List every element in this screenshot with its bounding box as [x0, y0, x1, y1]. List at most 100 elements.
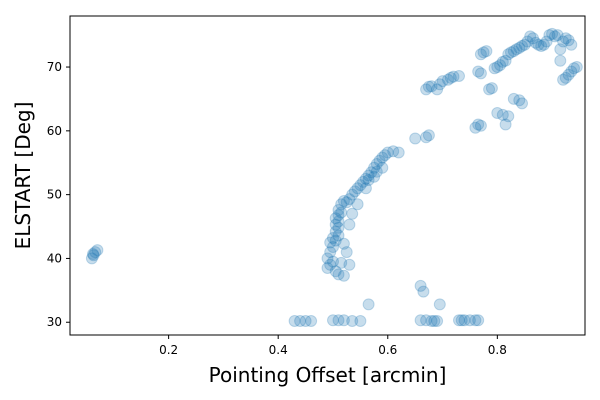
data-point [472, 65, 485, 78]
data-point [420, 83, 433, 96]
data-point [348, 185, 361, 198]
data-point [343, 218, 356, 231]
data-point [376, 151, 389, 164]
data-point [354, 179, 367, 192]
plot-frame [69, 15, 586, 336]
data-point [463, 314, 476, 327]
data-point [332, 314, 345, 327]
data-point [327, 314, 339, 327]
data-point [351, 198, 364, 211]
x-tick-label: 0.4 [269, 343, 288, 357]
data-point [337, 195, 350, 207]
data-point [524, 30, 537, 43]
data-point [502, 48, 515, 61]
data-point [472, 314, 485, 327]
data-point [294, 315, 307, 327]
data-point [87, 249, 100, 262]
data-point [354, 315, 367, 327]
data-point [532, 38, 545, 51]
data-point [502, 110, 515, 123]
data-point [474, 119, 487, 132]
data-point [329, 212, 342, 225]
data-point [444, 71, 457, 84]
data-point [332, 215, 345, 228]
data-point [351, 182, 364, 195]
data-point [329, 218, 342, 231]
data-point [387, 145, 400, 158]
data-point [557, 73, 570, 86]
data-point [529, 36, 542, 49]
y-tick-label: 60 [47, 124, 62, 138]
data-point [565, 65, 578, 78]
data-point [332, 204, 345, 216]
data-point [562, 34, 575, 47]
data-point [472, 118, 485, 131]
data-point [551, 29, 564, 42]
data-point [548, 30, 561, 43]
data-point [505, 46, 517, 59]
data-point [368, 170, 381, 183]
data-point [85, 252, 98, 265]
data-point [543, 29, 556, 42]
data-point [480, 45, 493, 58]
data-point [346, 188, 359, 201]
data-point [442, 73, 454, 86]
data-point [518, 38, 531, 51]
data-point [305, 315, 318, 327]
data-point [507, 45, 520, 58]
data-point [559, 71, 572, 84]
data-point [554, 43, 567, 56]
data-point [370, 158, 383, 170]
x-axis: 0.2 0.4 0.6 0.8 [159, 335, 507, 357]
data-point [565, 38, 578, 51]
data-point [499, 54, 512, 67]
data-point [540, 35, 553, 48]
data-point [376, 161, 389, 174]
y-tick-label: 50 [47, 188, 62, 202]
y-axis-label: ELSTART [Deg] [11, 102, 35, 250]
data-point [499, 118, 512, 131]
data-point [537, 38, 550, 51]
x-tick-label: 0.2 [159, 343, 178, 357]
y-tick-label: 40 [47, 251, 62, 265]
data-point [337, 237, 350, 250]
data-point [496, 108, 509, 121]
data-point [321, 252, 334, 265]
data-point [327, 232, 339, 244]
data-point [359, 172, 372, 185]
data-point [335, 198, 348, 211]
y-axis: 30 40 50 60 70 [47, 60, 70, 329]
data-point [329, 225, 342, 238]
data-point [491, 61, 504, 73]
data-point [455, 314, 468, 327]
data-point [420, 131, 433, 144]
data-point [516, 40, 528, 52]
data-point [494, 59, 507, 72]
data-point [288, 315, 301, 327]
data-point [458, 314, 471, 327]
data-point [362, 174, 375, 186]
data-point [422, 129, 435, 142]
data-point [436, 75, 449, 88]
data-point [428, 315, 441, 327]
data-point [469, 121, 482, 134]
data-point [368, 161, 381, 174]
data-point [337, 314, 350, 327]
data-point [359, 182, 372, 195]
data-point [379, 149, 391, 162]
data-point [496, 55, 509, 68]
data-point [491, 107, 504, 119]
data-point [414, 279, 427, 292]
data-point [327, 255, 339, 268]
data-point [469, 314, 482, 327]
data-point [431, 315, 444, 327]
data-point [546, 27, 559, 40]
data-point [324, 258, 337, 271]
data-point [433, 78, 446, 91]
data-point [329, 234, 342, 247]
data-point [357, 175, 370, 188]
data-point [453, 70, 465, 82]
data-point [346, 315, 359, 327]
data-point [414, 314, 427, 327]
